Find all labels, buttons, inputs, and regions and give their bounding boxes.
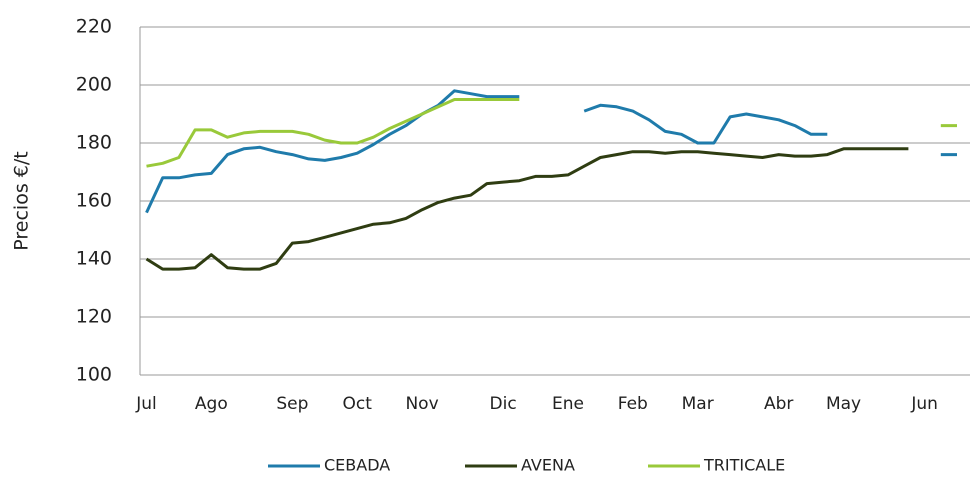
x-tick-label: Feb [618, 394, 648, 414]
legend-label: AVENA [521, 456, 575, 475]
y-tick-label: 120 [76, 306, 112, 328]
x-tick-label: May [826, 394, 861, 414]
x-tick-label: Ene [552, 394, 584, 414]
legend-label: CEBADA [324, 456, 390, 475]
line-series [145, 89, 957, 214]
x-tick-label: Jun [910, 394, 938, 414]
x-tick-label: Abr [764, 394, 793, 414]
y-axis-label: Precios €/t [11, 151, 33, 250]
y-tick-label: 180 [76, 132, 112, 154]
x-tick-label: Jul [135, 394, 157, 414]
x-tick-label: Dic [490, 394, 517, 414]
x-tick-label: Ago [195, 394, 228, 414]
x-tick-label: Oct [343, 394, 373, 414]
x-tick-label: Sep [276, 394, 308, 414]
y-tick-label: 200 [76, 74, 112, 96]
y-tick-label: 100 [76, 364, 112, 386]
x-tick-label: Mar [682, 394, 714, 414]
legend-label: TRITICALE [703, 456, 785, 475]
y-tick-label: 220 [76, 16, 112, 38]
y-tick-label: 140 [76, 248, 112, 270]
x-tick-label: Nov [405, 394, 438, 414]
y-tick-label: 160 [76, 190, 112, 212]
line-series [146, 98, 957, 168]
line-series [145, 147, 909, 271]
